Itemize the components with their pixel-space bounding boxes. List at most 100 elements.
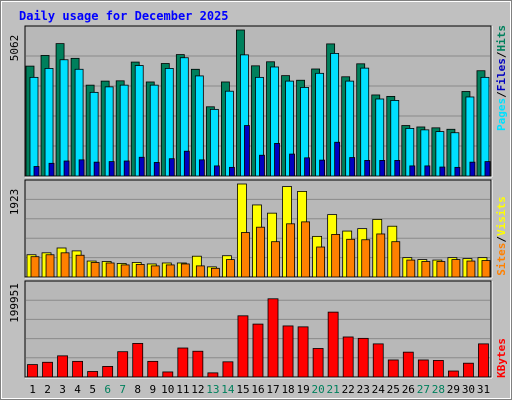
pages-bar [409,165,416,177]
sites-bar [256,226,265,278]
hits-panel-legend-entry: Hits [495,25,508,52]
kbytes-bar [463,362,474,378]
sites-bar [45,254,55,278]
pages-bar [334,141,341,177]
pages-bar [394,160,401,177]
day-tick-label: 23 [357,383,370,396]
kbytes-bar [342,336,354,378]
sites-bar [406,259,416,278]
day-tick-label: 5 [89,383,96,396]
day-tick-label: 30 [462,383,475,396]
kbytes-bar [117,351,129,378]
kbytes-bar [478,343,489,378]
kbytes-bar [102,366,114,378]
day-tick-label: 29 [447,383,460,396]
kbytes-bar [372,343,384,378]
sites-bar [391,241,401,278]
sites-bar [271,241,280,278]
pages-bar [33,166,40,177]
pages-bar [93,161,100,177]
sites-bar [30,256,40,278]
sites-bar [210,267,220,278]
pages-bar [469,161,476,177]
day-tick-label: 22 [342,383,355,396]
pages-bar [319,159,326,177]
pages-bar [379,160,386,177]
day-tick-label: 1 [29,383,36,396]
pages-bar [364,160,371,177]
visits-panel-legend-entry: Visits [495,196,508,236]
sites-bar [316,246,326,278]
kbytes-bar [72,360,83,378]
kbytes-bar [327,311,339,378]
sites-bar [195,265,205,278]
day-tick-label: 6 [104,383,111,396]
day-tick-label: 18 [281,383,294,396]
day-tick-label: 19 [296,383,309,396]
day-tick-label: 28 [432,383,445,396]
pages-bar [304,157,310,177]
day-tick-label: 13 [206,383,219,396]
pages-bar [454,166,461,177]
sites-bar [135,264,145,278]
sites-bar [180,263,190,278]
files-bar [44,68,54,177]
sites-bar [346,238,356,278]
sites-bar [421,261,431,278]
kbytes-bar [207,372,219,378]
sites-bar [376,233,386,278]
sites-bar [301,221,310,278]
kbytes-bar [27,364,38,378]
hits-panel-legend-entry: / [495,51,508,58]
visits-panel-legend: Sites/Visits [495,196,508,276]
kbytes-bar [42,361,53,378]
pages-bar [484,161,491,177]
pages-bar [244,125,250,177]
pages-bar [183,150,190,177]
day-tick-label: 17 [266,383,279,396]
sites-bar [331,234,341,278]
sites-bar [60,252,70,278]
kbytes-bar [192,350,204,378]
day-tick-label: 7 [119,383,126,396]
day-tick-label: 20 [312,383,325,396]
day-tick-label: 11 [176,383,189,396]
sites-bar [481,260,491,278]
sites-bar [451,259,461,278]
day-tick-label: 31 [477,383,490,396]
pages-bar [153,162,160,177]
kbytes-bar [402,351,414,378]
day-tick-label: 25 [387,383,400,396]
day-tick-label: 3 [59,383,66,396]
hits-panel-legend: Pages/Files/Hits [495,25,508,131]
sites-bar [120,264,130,278]
day-tick-label: 12 [191,383,204,396]
sites-bar [286,223,295,278]
day-tick-label: 21 [327,383,340,396]
files-bar [360,67,370,177]
kbytes-bar [357,337,369,378]
pages-bar [138,156,145,177]
hits-panel-legend-entry: Files [495,58,508,91]
pages-bar [229,166,235,177]
pages-bar [168,158,175,177]
pages-bar [259,154,265,177]
day-tick-label: 14 [221,383,235,396]
kbytes-bar [417,359,429,378]
day-tick-label: 4 [74,383,81,396]
pages-bar [213,165,220,177]
sites-bar [466,260,476,278]
sites-bar [90,262,100,278]
day-tick-label: 27 [417,383,430,396]
pages-bar [108,161,115,177]
pages-bar [198,159,205,177]
kbytes-bar [177,347,189,378]
sites-bar [105,262,115,278]
day-tick-label: 8 [134,383,141,396]
files-bar [225,90,234,177]
day-tick-label: 24 [372,383,386,396]
kbytes-bar [267,298,279,378]
kbytes-bar [87,371,99,378]
